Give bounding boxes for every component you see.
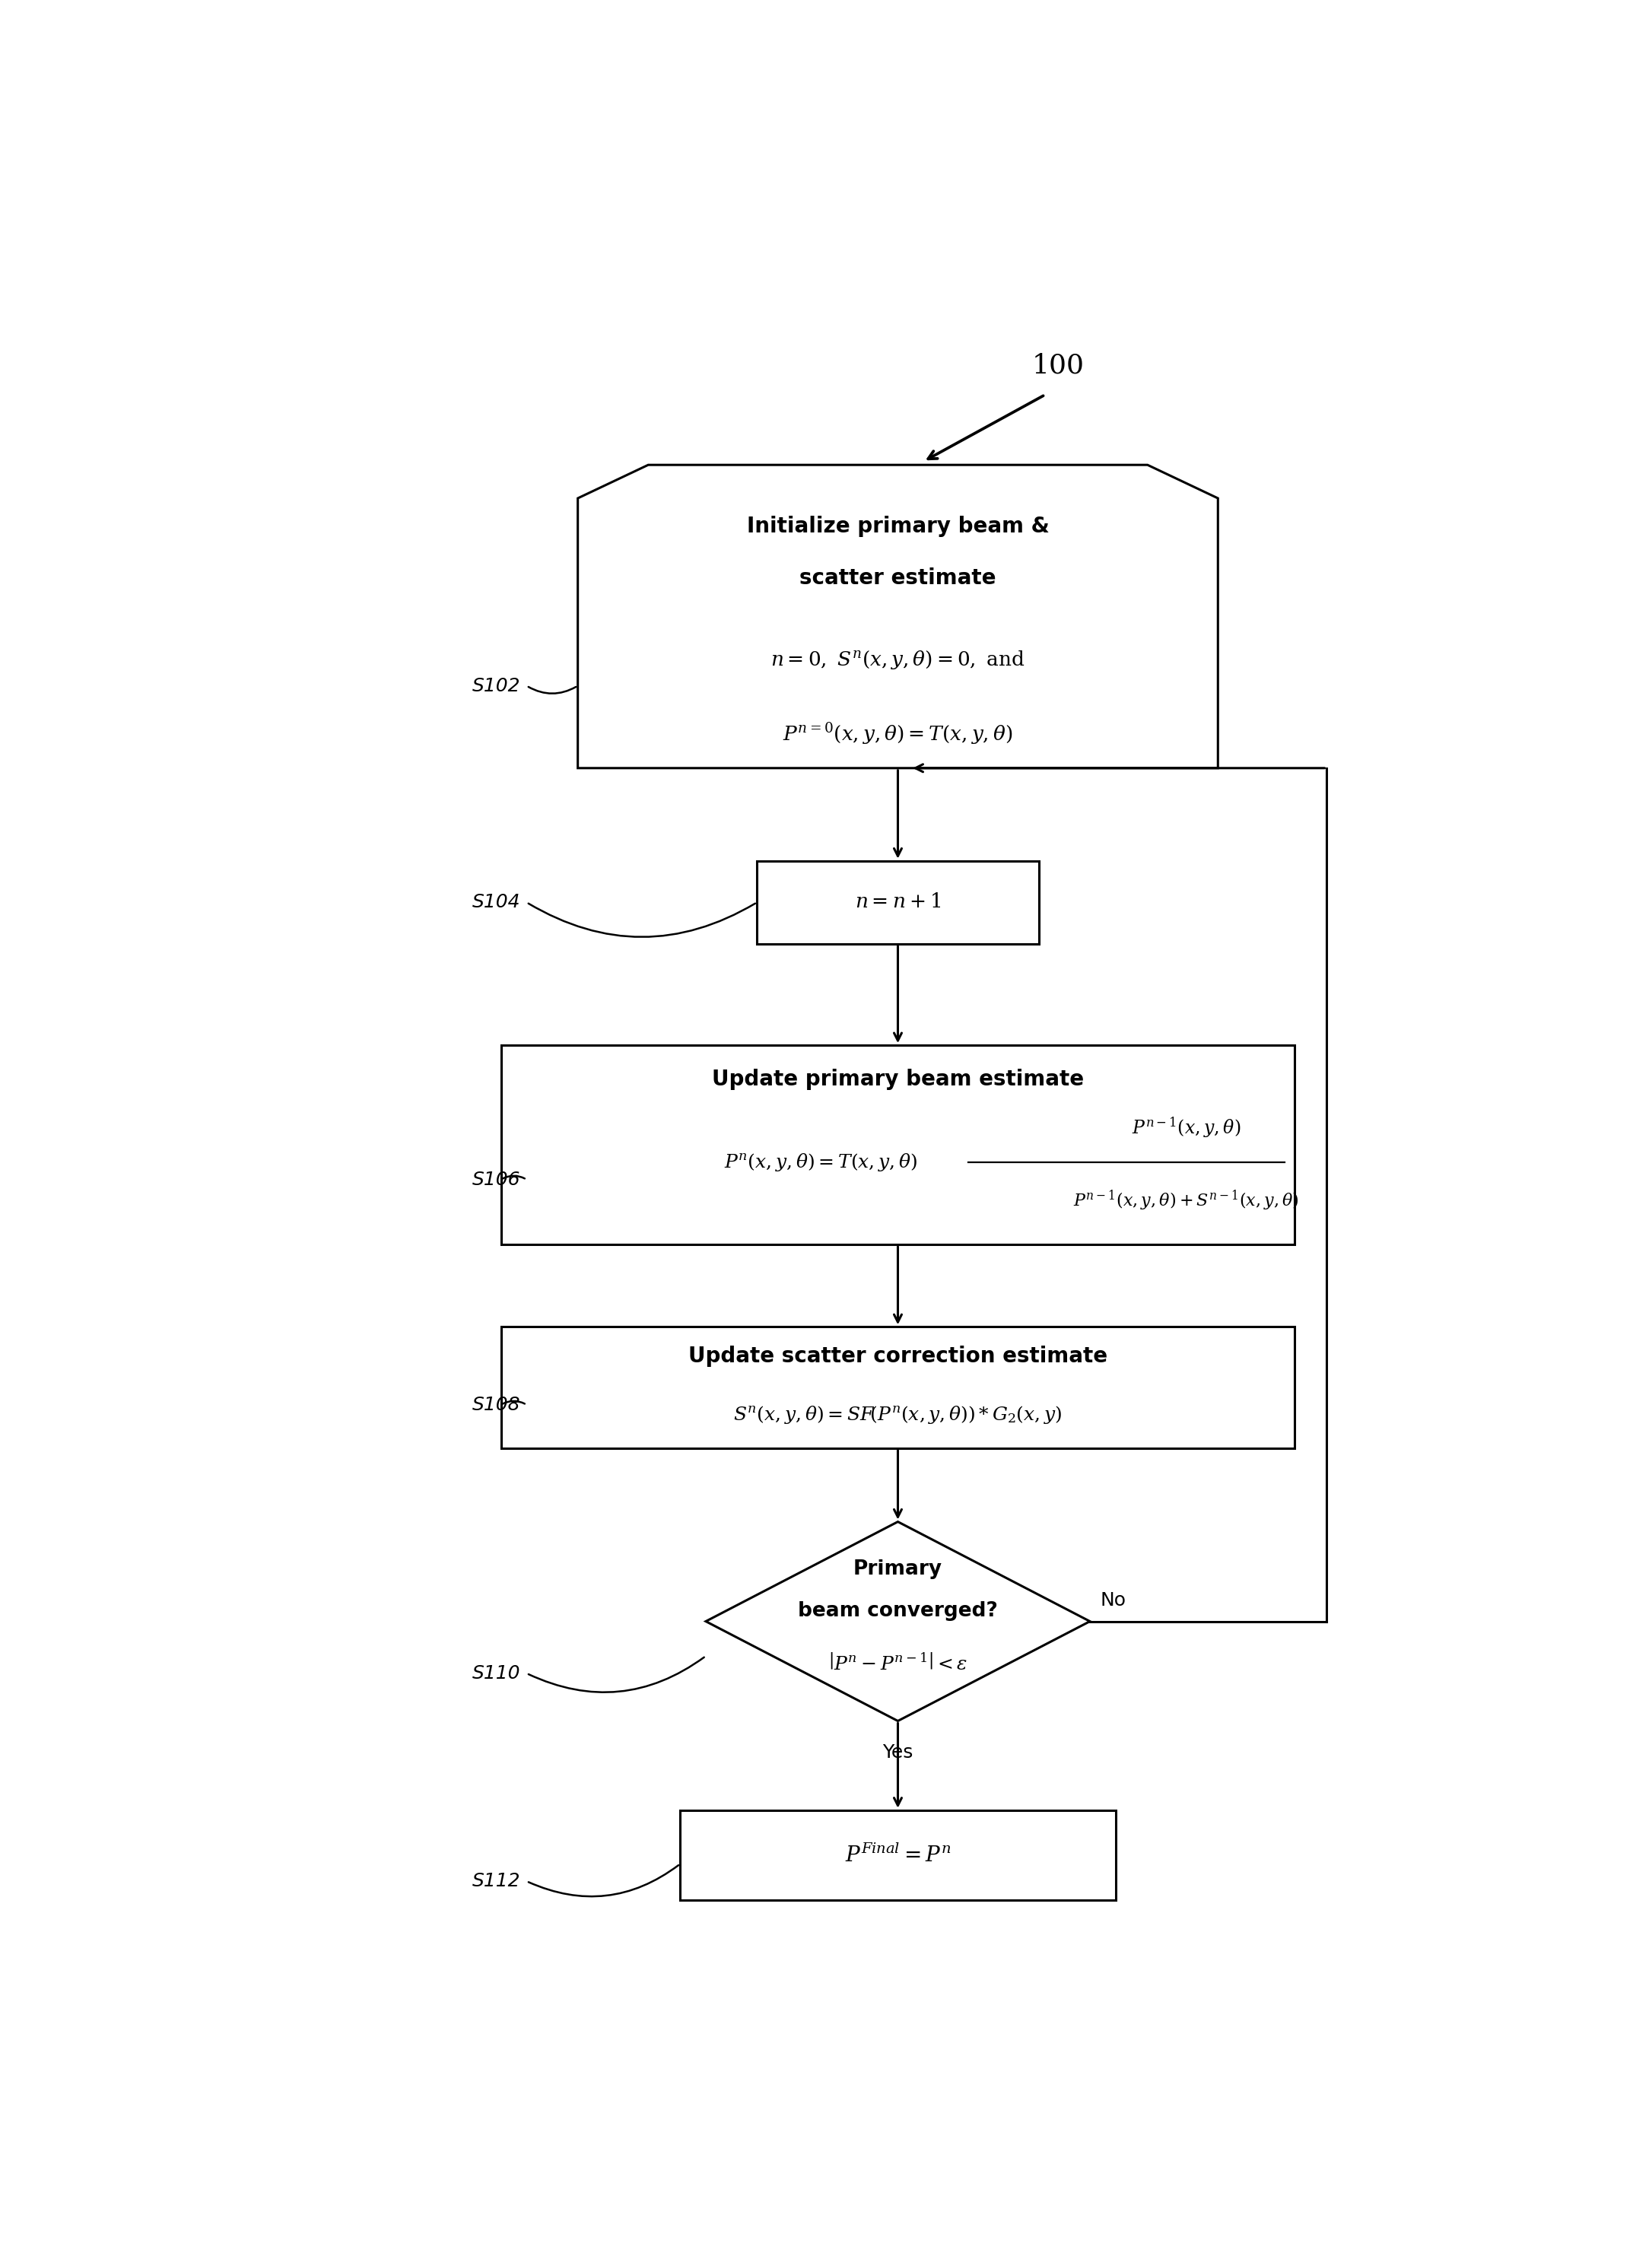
- FancyArrowPatch shape: [502, 1402, 525, 1404]
- Text: beam converged?: beam converged?: [798, 1602, 998, 1620]
- Text: S104: S104: [472, 893, 520, 911]
- Text: No: No: [1100, 1591, 1127, 1609]
- Text: $P^{n-1}(x,y,\theta)$: $P^{n-1}(x,y,\theta)$: [1132, 1116, 1241, 1138]
- Text: Update primary beam estimate: Update primary beam estimate: [712, 1069, 1084, 1089]
- Polygon shape: [681, 1811, 1115, 1901]
- Text: Update scatter correction estimate: Update scatter correction estimate: [689, 1346, 1107, 1368]
- FancyArrowPatch shape: [529, 1658, 704, 1692]
- Text: $P^{n=0}(x,y,\theta)=T(x,y,\theta)$: $P^{n=0}(x,y,\theta)=T(x,y,\theta)$: [783, 722, 1013, 747]
- Polygon shape: [501, 1046, 1295, 1244]
- FancyArrowPatch shape: [529, 1865, 679, 1897]
- Text: S108: S108: [472, 1395, 520, 1413]
- Text: S110: S110: [472, 1665, 520, 1683]
- FancyArrowPatch shape: [529, 904, 755, 936]
- Text: $P^{n}(x,y,\theta)=T(x,y,\theta)$: $P^{n}(x,y,\theta)=T(x,y,\theta)$: [724, 1152, 919, 1172]
- Polygon shape: [501, 1328, 1295, 1449]
- Text: scatter estimate: scatter estimate: [800, 567, 996, 590]
- Text: $S^{n}(x,y,\theta)=SF\!\left(P^{n}(x,y,\theta)\right)*G_{2}(x,y)$: $S^{n}(x,y,\theta)=SF\!\left(P^{n}(x,y,\…: [733, 1404, 1062, 1426]
- Text: $n=n+1$: $n=n+1$: [854, 893, 942, 911]
- Text: Yes: Yes: [882, 1744, 914, 1762]
- Text: $\left|P^{n}-P^{n-1}\right|<\varepsilon$: $\left|P^{n}-P^{n-1}\right|<\varepsilon$: [828, 1654, 968, 1674]
- Polygon shape: [705, 1521, 1090, 1721]
- Text: S106: S106: [472, 1170, 520, 1188]
- Text: 100: 100: [1031, 353, 1084, 378]
- FancyArrowPatch shape: [502, 1177, 525, 1179]
- Text: $P^{n-1}(x,y,\theta)+S^{n-1}(x,y,\theta)$: $P^{n-1}(x,y,\theta)+S^{n-1}(x,y,\theta)…: [1074, 1188, 1298, 1213]
- Text: Initialize primary beam &: Initialize primary beam &: [747, 515, 1049, 538]
- Polygon shape: [757, 862, 1039, 945]
- Polygon shape: [578, 466, 1218, 767]
- FancyArrowPatch shape: [529, 686, 577, 693]
- Text: $n=0,\ S^{n}(x,y,\theta)=0,\ \mathrm{and}$: $n=0,\ S^{n}(x,y,\theta)=0,\ \mathrm{and…: [770, 648, 1026, 670]
- Text: $P^{Final}=P^{n}$: $P^{Final}=P^{n}$: [844, 1845, 952, 1865]
- Text: S102: S102: [472, 677, 520, 695]
- Text: Primary: Primary: [854, 1559, 942, 1579]
- Text: S112: S112: [472, 1872, 520, 1890]
